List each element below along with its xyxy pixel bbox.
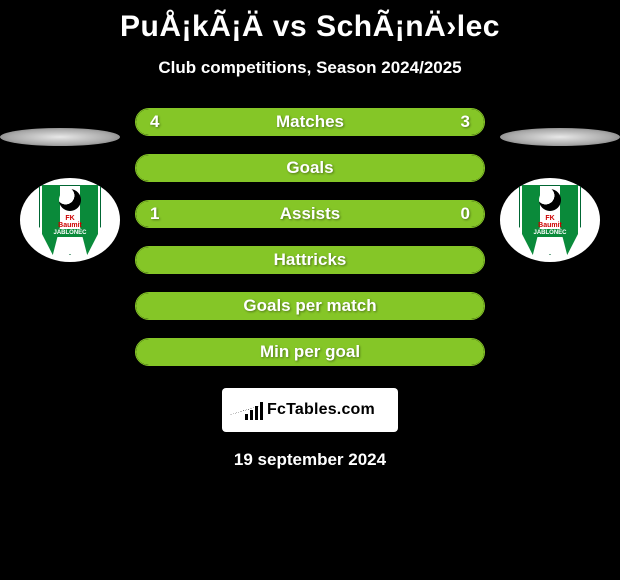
stat-label: Min per goal	[136, 342, 484, 362]
stat-label: Hattricks	[136, 250, 484, 270]
club-crest-right: FKBaumit JABLONEC	[519, 185, 581, 255]
page-subtitle: Club competitions, Season 2024/2025	[0, 58, 620, 78]
avatar-shadow-left	[0, 128, 120, 146]
brand-text: FcTables.com	[267, 401, 375, 419]
avatar-shadow-right	[500, 128, 620, 146]
crest-banner: JABLONEC	[529, 229, 570, 237]
club-badge-right[interactable]: FKBaumit JABLONEC	[500, 178, 600, 262]
crest-banner: JABLONEC	[49, 229, 90, 237]
stat-row: 43Matches	[135, 108, 485, 136]
stat-row: Goals	[135, 154, 485, 182]
bar-chart-icon	[245, 400, 263, 420]
club-crest-left: FKBaumit JABLONEC	[39, 185, 101, 255]
stat-row: Min per goal	[135, 338, 485, 366]
stat-label: Goals per match	[136, 296, 484, 316]
crest-top-text: FKBaumit	[58, 215, 82, 229]
stat-row: 10Assists	[135, 200, 485, 228]
club-badge-left[interactable]: FKBaumit JABLONEC	[20, 178, 120, 262]
brand-watermark[interactable]: FcTables.com	[222, 388, 398, 432]
stat-label: Assists	[136, 204, 484, 224]
page-title: PuÅ¡kÃ¡Ä vs SchÃ¡nÄ›lec	[0, 0, 620, 44]
soccer-ball-icon	[59, 189, 81, 211]
crest-top-text: FKBaumit	[538, 215, 562, 229]
stat-label: Matches	[136, 112, 484, 132]
stat-row: Goals per match	[135, 292, 485, 320]
footer-date: 19 september 2024	[0, 450, 620, 470]
stat-row: Hattricks	[135, 246, 485, 274]
soccer-ball-icon	[539, 189, 561, 211]
stat-label: Goals	[136, 158, 484, 178]
